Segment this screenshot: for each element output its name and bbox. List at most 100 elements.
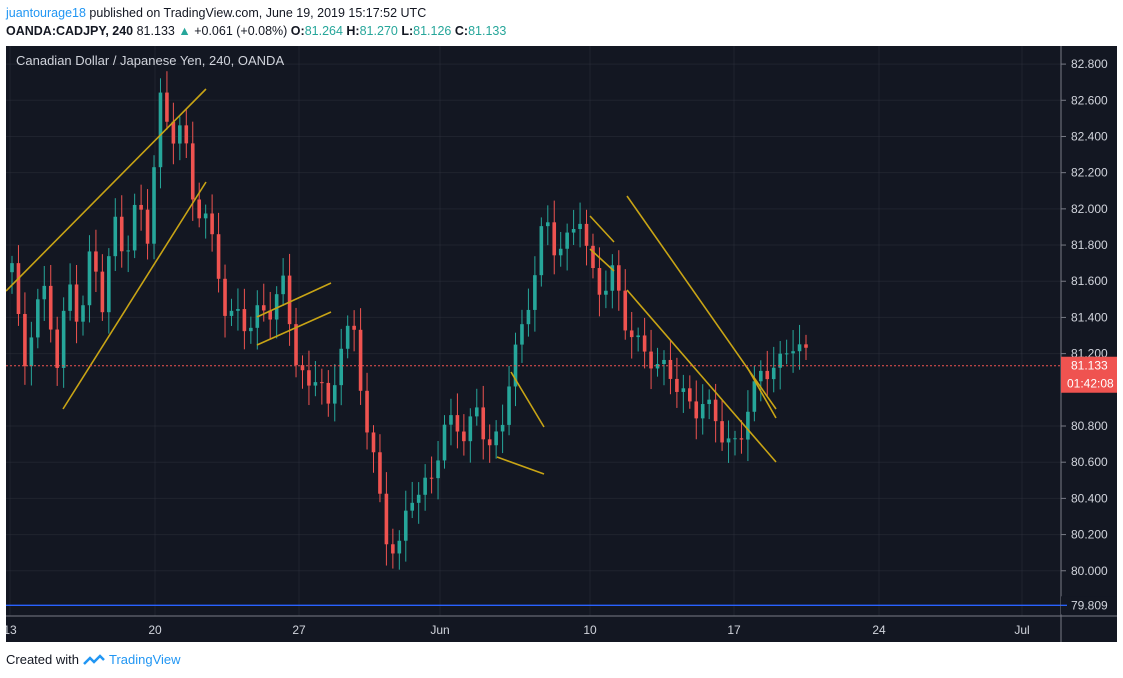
candle-body: [726, 438, 731, 443]
candle-body: [203, 213, 208, 219]
y-tick-label: 81.400: [1071, 310, 1108, 324]
candle-body: [558, 248, 563, 256]
tradingview-brand[interactable]: TradingView: [108, 652, 181, 667]
candle-body: [436, 460, 440, 479]
candle-body: [545, 222, 550, 227]
y-tick-label: 82.600: [1071, 93, 1108, 107]
author-link[interactable]: juantourage18: [6, 6, 86, 20]
ohlc-row: OANDA:CADJPY, 240 81.133 ▲ +0.061 (+0.08…: [6, 22, 506, 40]
candle-body: [636, 335, 640, 338]
candle-body: [778, 353, 782, 368]
trend-line[interactable]: [6, 88, 207, 292]
candle-body: [784, 353, 789, 355]
candle-body: [152, 167, 156, 244]
candle-body: [791, 351, 795, 354]
candle-body: [216, 234, 221, 279]
candle-body: [261, 305, 266, 311]
candle-body: [474, 407, 479, 417]
candle-body: [604, 290, 608, 295]
trend-line[interactable]: [496, 456, 545, 475]
candle-body: [132, 204, 137, 251]
publish-info: juantourage18 published on TradingView.c…: [6, 4, 506, 22]
candle-body: [326, 382, 331, 404]
candle-body: [797, 344, 802, 352]
candle-body: [307, 370, 311, 386]
trend-line[interactable]: [510, 371, 545, 428]
candle-body: [694, 401, 699, 419]
footer: Created with TradingView: [6, 652, 181, 667]
candle-body: [345, 325, 350, 349]
candle-body: [352, 325, 356, 330]
low-value: 81.126: [413, 24, 452, 38]
candle-body: [520, 324, 524, 345]
candle-body: [733, 438, 737, 440]
candle-body: [229, 310, 234, 316]
candle-body: [578, 223, 582, 230]
candle-body: [145, 209, 150, 244]
high-label: H:: [346, 24, 360, 38]
candle-body: [190, 143, 195, 200]
candle-body: [539, 226, 544, 276]
candle-body: [675, 378, 679, 392]
candle-body: [74, 284, 79, 322]
candles-layer: [10, 71, 808, 570]
close-label: C:: [454, 24, 469, 38]
candle-body: [126, 250, 130, 252]
open-value: 81.264: [304, 24, 343, 38]
candle-body: [100, 271, 105, 313]
candle-body: [391, 544, 395, 554]
close-value: 81.133: [468, 24, 507, 38]
candle-body: [36, 299, 40, 338]
y-tick-label: 80.000: [1071, 564, 1108, 578]
candle-body: [771, 367, 776, 380]
support-label-bg: [1061, 596, 1117, 615]
trend-line[interactable]: [256, 311, 332, 346]
last-price-badge: [1061, 356, 1117, 393]
candle-body: [313, 382, 318, 386]
countdown-label: 01:42:08: [1067, 377, 1114, 391]
candle-body: [107, 256, 111, 313]
price-chart[interactable]: 82.800 82.600 82.400 82.200 82.000 81.800 81.6…: [6, 46, 1117, 642]
candle-body: [649, 351, 653, 369]
trend-line[interactable]: [589, 248, 615, 272]
created-with-text: Created with: [6, 652, 79, 667]
y-tick-label: 81.600: [1071, 274, 1108, 288]
candle-body: [720, 421, 724, 443]
trend-line[interactable]: [62, 181, 207, 410]
candle-body: [320, 382, 324, 384]
candle-body: [752, 381, 757, 412]
candle-body: [688, 388, 692, 402]
candle-body: [178, 125, 182, 144]
trend-line[interactable]: [256, 282, 332, 318]
candle-body: [113, 216, 118, 257]
trend-line[interactable]: [589, 215, 615, 243]
trend-line[interactable]: [626, 289, 777, 463]
x-tick-label: 20: [148, 623, 162, 637]
candle-body: [462, 431, 466, 442]
axes-layer: 82.800 82.600 82.400 82.200 82.000 81.800 81.6…: [6, 46, 1117, 642]
grid: [6, 46, 1061, 616]
candle-body: [165, 92, 169, 122]
candle-body: [739, 438, 744, 440]
candle-body: [158, 92, 163, 168]
candle-body: [746, 411, 750, 440]
candle-body: [487, 439, 492, 446]
y-tick-label: 82.000: [1071, 202, 1108, 216]
change-value: +0.061 (+0.08%): [194, 24, 288, 38]
x-tick-label: 24: [872, 623, 886, 637]
trend-line[interactable]: [746, 366, 777, 419]
candle-body: [42, 285, 47, 300]
trendlines-layer[interactable]: [6, 88, 1061, 606]
candle-body: [468, 416, 473, 442]
y-tick-label: 81.800: [1071, 238, 1108, 252]
chart-panel[interactable]: 82.800 82.600 82.400 82.200 82.000 81.800 81.6…: [6, 46, 1117, 642]
candle-body: [378, 452, 382, 494]
high-value: 81.270: [359, 24, 398, 38]
y-tick-label: 82.400: [1071, 129, 1108, 143]
chart-title: Canadian Dollar / Japanese Yen, 240, OAN…: [16, 53, 284, 68]
candle-body: [249, 327, 253, 332]
candle-body: [68, 284, 72, 311]
candle-body: [442, 424, 447, 461]
candle-body: [668, 359, 673, 379]
y-tick-label: 80.800: [1071, 419, 1108, 433]
